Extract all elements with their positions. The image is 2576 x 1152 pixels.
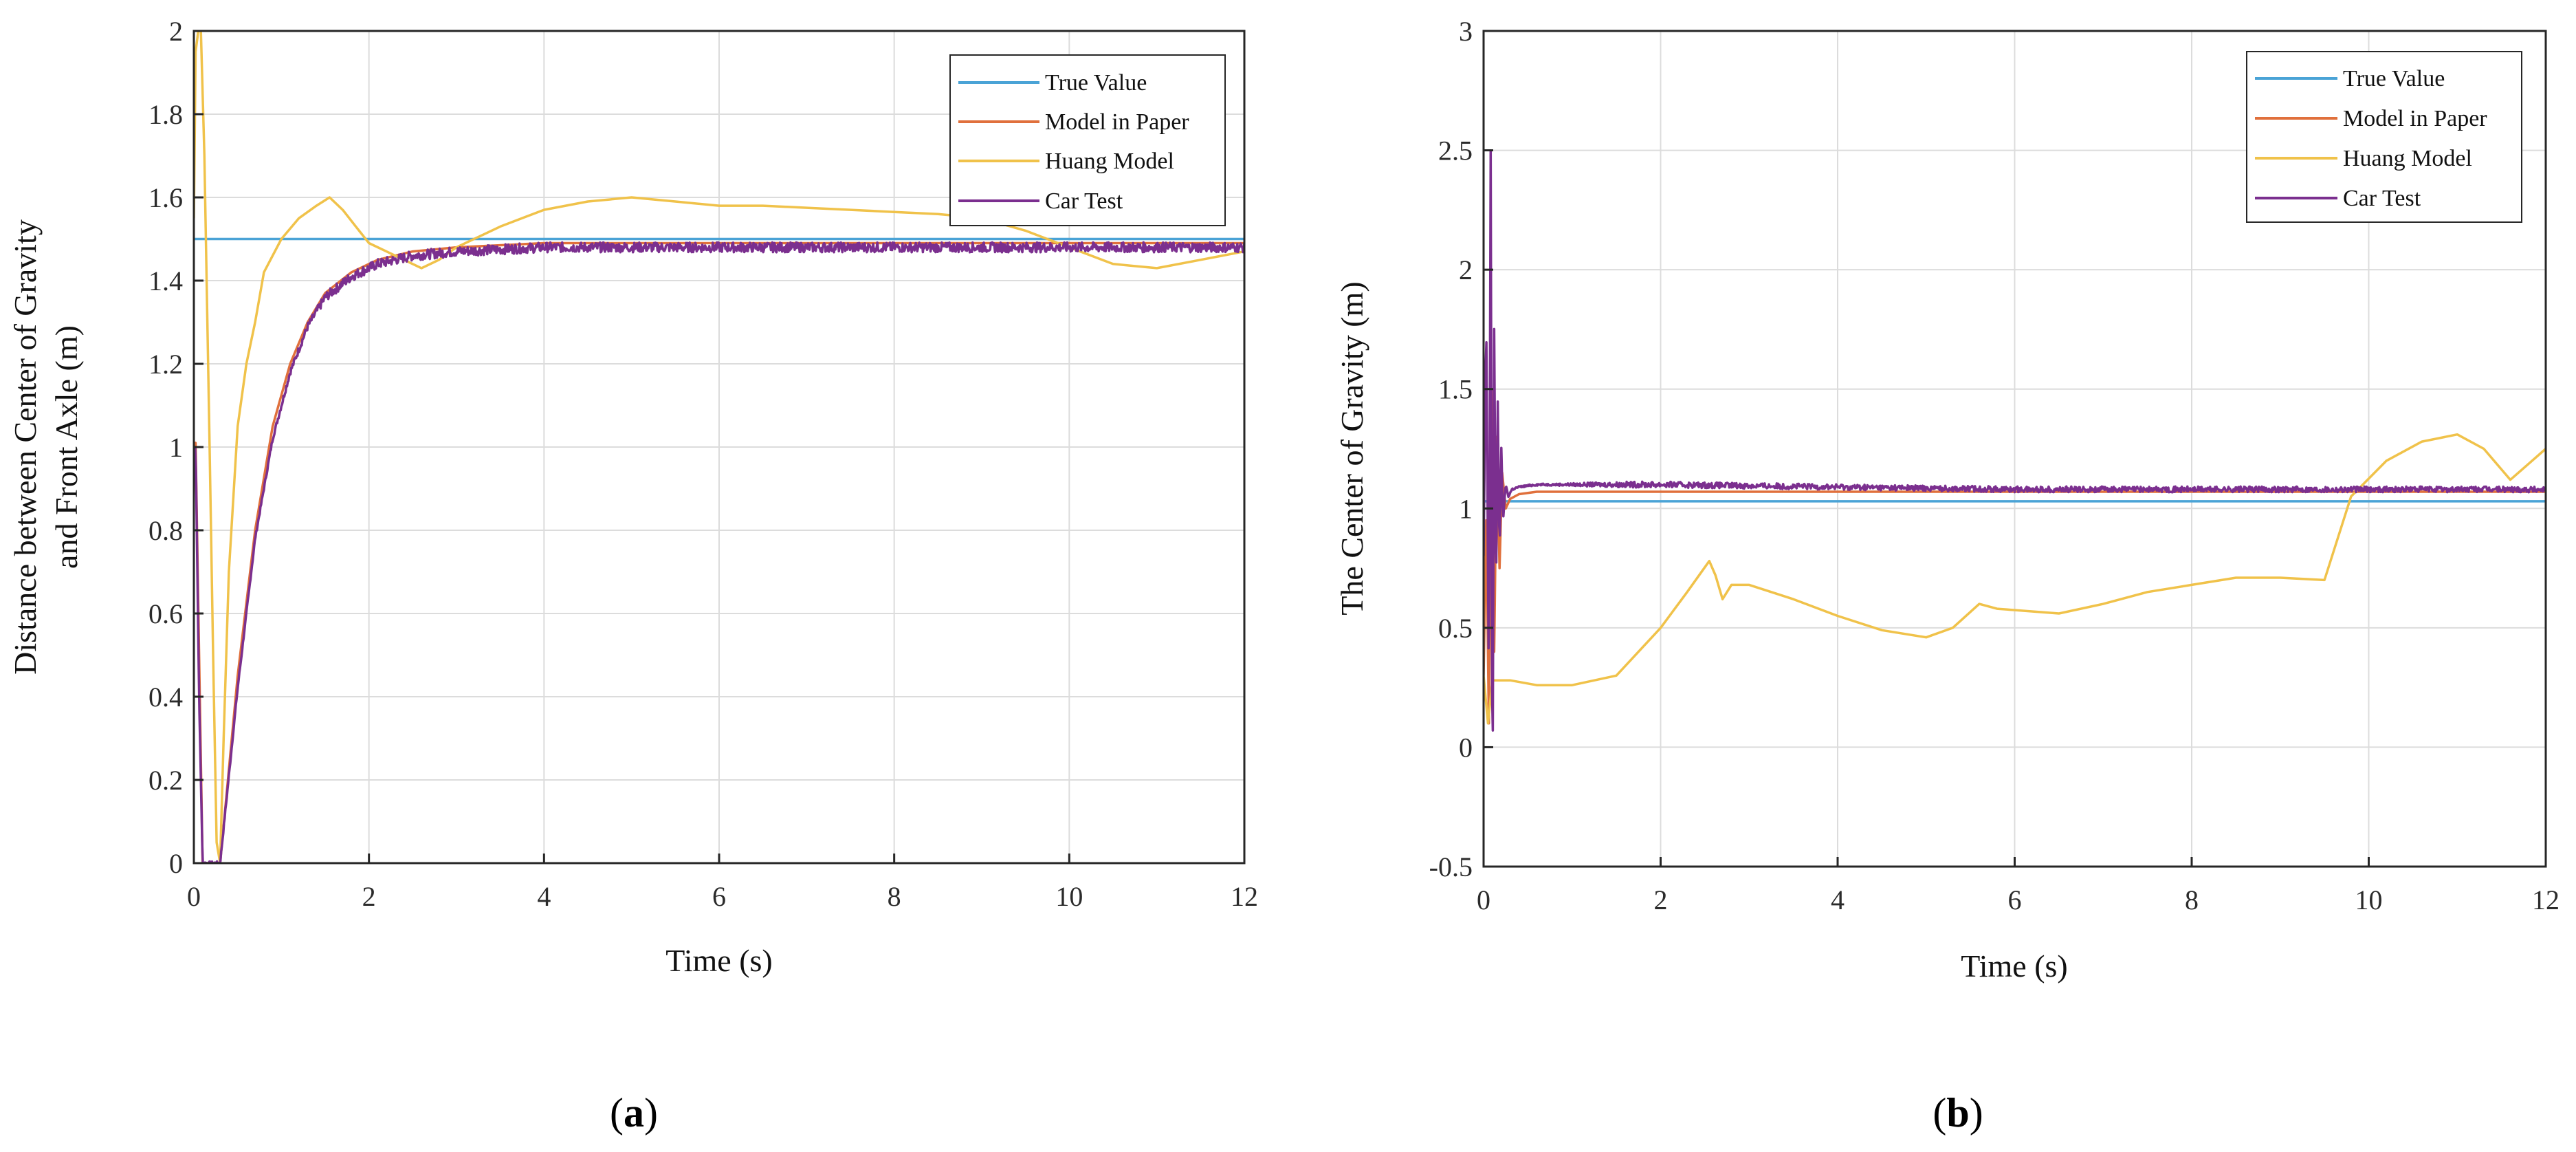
b-xtick-label-1: 2 xyxy=(1654,884,1668,915)
b-legend: True Value Model in Paper Huang Model Ca… xyxy=(2246,51,2522,223)
b-legend-box xyxy=(2246,51,2522,223)
a-legend-label-car-test: Car Test xyxy=(1045,188,1123,214)
a-x-axis-label: Time (s) xyxy=(665,943,773,978)
b-legend-label-huang-model: Huang Model xyxy=(2343,146,2472,171)
a-xtick-label-5: 10 xyxy=(1055,881,1083,912)
a-caption: (a) xyxy=(610,1090,658,1135)
b-ytick-label-0: -0.5 xyxy=(1429,851,1473,882)
b-xtick-label-2: 4 xyxy=(1831,884,1845,915)
b-xtick-label-3: 6 xyxy=(2008,884,2022,915)
a-ytick-label-8: 1.6 xyxy=(148,182,183,213)
a-caption-letter: a xyxy=(624,1090,644,1135)
a-legend: True Value Model in Paper Huang Model Ca… xyxy=(949,54,1226,226)
b-ytick-label-4: 1.5 xyxy=(1438,374,1473,405)
b-xtick-label-4: 8 xyxy=(2185,884,2199,915)
a-ytick-label-10: 2 xyxy=(169,16,183,47)
a-ytick-label-2: 0.4 xyxy=(148,682,183,713)
chart-a: 0 2 4 6 8 10 12 0 0.2 0.4 0.6 0.8 1 1.2 1.4 1.6 1.8 2 Tim… xyxy=(8,16,1258,1135)
a-ytick-label-9: 1.8 xyxy=(148,99,183,130)
a-xtick-label-4: 8 xyxy=(888,881,901,912)
b-caption-letter: b xyxy=(1946,1090,1969,1135)
a-ytick-label-5: 1 xyxy=(169,432,183,463)
b-caption-open: ( xyxy=(1933,1090,1946,1135)
a-ytick-label-1: 0.2 xyxy=(148,765,183,796)
b-xtick-label-6: 12 xyxy=(2532,884,2560,915)
a-series-huang-model xyxy=(194,31,1244,863)
b-legend-label-true-value: True Value xyxy=(2343,66,2445,91)
a-series-car-test xyxy=(194,241,1244,863)
a-legend-label-model-in-paper: Model in Paper xyxy=(1045,109,1189,135)
a-series-model-in-paper xyxy=(194,241,1244,863)
b-tick-labels: 0 2 4 6 8 10 12-0.500.511.522.53 xyxy=(1429,16,2560,915)
b-xtick-label-5: 10 xyxy=(2355,884,2383,915)
a-xtick-label-3: 6 xyxy=(712,881,726,912)
a-y-axis-label: Distance between Center of Gravity xyxy=(8,219,43,675)
b-xtick-label-0: 0 xyxy=(1477,884,1490,915)
a-caption-close: ) xyxy=(644,1090,658,1135)
a-ytick-label-0: 0 xyxy=(169,848,183,879)
a-ytick-label-4: 0.8 xyxy=(148,515,183,546)
b-ytick-label-1: 0 xyxy=(1459,732,1473,763)
b-caption-close: ) xyxy=(1970,1090,1983,1135)
b-legend-label-car-test: Car Test xyxy=(2343,186,2421,211)
b-ytick-label-2: 0.5 xyxy=(1438,613,1473,644)
a-legend-label-true-value: True Value xyxy=(1045,70,1147,96)
b-ytick-label-5: 2 xyxy=(1459,254,1473,285)
a-xtick-label-6: 12 xyxy=(1231,881,1258,912)
chart-b: 0 2 4 6 8 10 12-0.500.511.522.53 Time (s) The … xyxy=(1334,16,2560,1135)
b-ytick-label-6: 2.5 xyxy=(1438,135,1473,166)
b-x-axis-label: Time (s) xyxy=(1961,948,2068,983)
a-tick-labels: 0 2 4 6 8 10 12 0 0.2 0.4 0.6 0.8 1 1.2 1.4 1.6 1.8 2 xyxy=(148,16,1258,912)
b-ytick-label-7: 3 xyxy=(1459,16,1473,47)
b-legend-label-model-in-paper: Model in Paper xyxy=(2343,106,2487,131)
a-y-axis-label-line2: and Front Axle (m) xyxy=(49,325,84,569)
a-ytick-label-6: 1.2 xyxy=(148,349,183,380)
b-caption: (b) xyxy=(1933,1090,1983,1135)
b-series-huang-model xyxy=(1484,433,2546,725)
a-legend-label-huang-model: Huang Model xyxy=(1045,149,1174,174)
a-xtick-label-0: 0 xyxy=(187,881,201,912)
a-series-lines xyxy=(194,31,1244,863)
a-xtick-label-1: 2 xyxy=(362,881,376,912)
b-series-car-test xyxy=(1484,149,2546,732)
a-ytick-label-3: 0.6 xyxy=(148,598,183,629)
a-xtick-label-2: 4 xyxy=(537,881,551,912)
b-ytick-label-3: 1 xyxy=(1459,493,1473,524)
a-ytick-label-7: 1.4 xyxy=(148,265,183,296)
a-caption-open: ( xyxy=(610,1090,624,1135)
b-y-axis-label: The Center of Gravity (m) xyxy=(1334,281,1369,615)
